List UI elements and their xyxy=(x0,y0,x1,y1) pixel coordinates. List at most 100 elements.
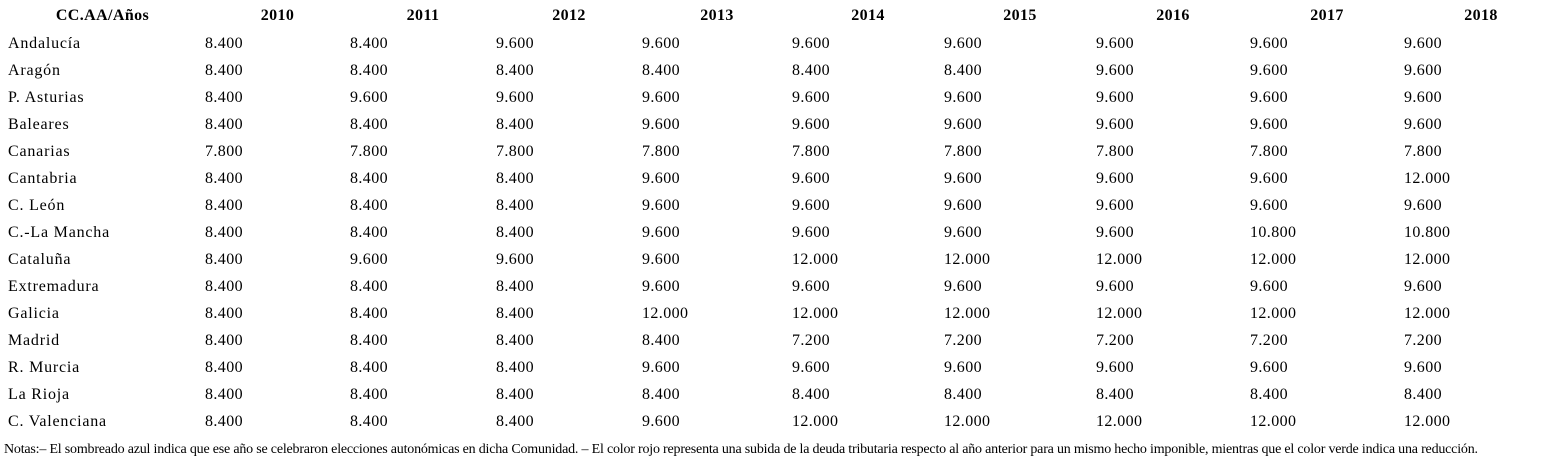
value-cell: 9.600 xyxy=(1096,358,1134,376)
column-header-year-2018: 2018 xyxy=(1464,7,1498,24)
value-cell: 8.400 xyxy=(205,34,243,52)
value-cell: 12.000 xyxy=(1404,304,1451,322)
value-cell: 7.200 xyxy=(944,331,982,349)
value-cell: 8.400 xyxy=(205,223,243,241)
value-cell: 8.400 xyxy=(205,115,243,133)
value-cell: 8.400 xyxy=(205,304,243,322)
column-header-year-2013: 2013 xyxy=(700,7,734,24)
value-cell: 9.600 xyxy=(792,277,830,295)
row-label: C.-La Mancha xyxy=(8,223,111,241)
value-cell: 9.600 xyxy=(642,358,680,376)
header-row: CC.AA/Años 2010 2011 2012 2013 2014 2015 2016 20… xyxy=(0,2,1558,30)
value-cell: 12.000 xyxy=(1404,250,1451,268)
value-cell: 8.400 xyxy=(205,358,243,376)
row-label: Cataluña xyxy=(8,250,72,268)
value-cell: 8.400 xyxy=(205,412,243,430)
value-cell: 8.400 xyxy=(496,196,534,214)
value-cell: 8.400 xyxy=(205,277,243,295)
value-cell: 9.600 xyxy=(1404,34,1442,52)
table-row: C. Valenciana 8.400 8.400 8.400 9.600 12.000 1… xyxy=(0,408,1558,435)
value-cell: 9.600 xyxy=(642,412,680,430)
value-cell: 12.000 xyxy=(944,304,991,322)
table-row: Andalucía 8.400 8.400 9.600 9.600 9.600 9.600 9… xyxy=(0,30,1558,57)
value-cell: 8.400 xyxy=(642,385,680,403)
value-cell: 9.600 xyxy=(792,223,830,241)
value-cell: 9.600 xyxy=(944,88,982,106)
value-cell: 8.400 xyxy=(642,61,680,79)
value-cell: 10.800 xyxy=(1404,223,1451,241)
table-row: C.-La Mancha 8.400 8.400 8.400 9.600 9.600 9.6… xyxy=(0,219,1558,246)
value-cell: 9.600 xyxy=(792,196,830,214)
value-cell: 8.400 xyxy=(792,61,830,79)
value-cell: 12.000 xyxy=(1404,412,1451,430)
value-cell: 8.400 xyxy=(205,196,243,214)
value-cell: 9.600 xyxy=(642,250,680,268)
row-label: La Rioja xyxy=(8,385,70,403)
value-cell: 12.000 xyxy=(792,250,839,268)
value-cell: 12.000 xyxy=(1096,304,1143,322)
table-row: Baleares 8.400 8.400 8.400 9.600 9.600 9.600 9.… xyxy=(0,111,1558,138)
value-cell: 8.400 xyxy=(350,115,388,133)
row-label: Cantabria xyxy=(8,169,78,187)
value-cell: 9.600 xyxy=(1096,115,1134,133)
value-cell: 9.600 xyxy=(1096,169,1134,187)
value-cell: 9.600 xyxy=(1250,196,1288,214)
value-cell: 8.400 xyxy=(205,385,243,403)
value-cell: 9.600 xyxy=(642,88,680,106)
value-cell: 7.800 xyxy=(1250,142,1288,160)
value-cell: 12.000 xyxy=(1250,412,1297,430)
column-header-year-2014: 2014 xyxy=(851,7,885,24)
value-cell: 9.600 xyxy=(1404,61,1442,79)
value-cell: 8.400 xyxy=(496,277,534,295)
value-cell: 9.600 xyxy=(642,34,680,52)
table-row: Extremadura 8.400 8.400 8.400 9.600 9.600 9.60… xyxy=(0,273,1558,300)
value-cell: 9.600 xyxy=(1250,277,1288,295)
value-cell: 9.600 xyxy=(496,88,534,106)
row-label: Canarias xyxy=(8,142,71,160)
value-cell: 9.600 xyxy=(1250,115,1288,133)
value-cell: 12.000 xyxy=(1250,250,1297,268)
value-cell: 9.600 xyxy=(1250,358,1288,376)
table-row: P. Asturias 8.400 9.600 9.600 9.600 9.600 9.60… xyxy=(0,84,1558,111)
row-label: P. Asturias xyxy=(8,88,85,106)
table-row: La Rioja 8.400 8.400 8.400 8.400 8.400 8.400 8.… xyxy=(0,381,1558,408)
value-cell: 8.400 xyxy=(944,61,982,79)
row-label: Andalucía xyxy=(8,34,81,52)
value-cell: 9.600 xyxy=(1404,196,1442,214)
value-cell: 8.400 xyxy=(1096,385,1134,403)
value-cell: 9.600 xyxy=(1096,223,1134,241)
value-cell: 9.600 xyxy=(1250,88,1288,106)
row-label: Extremadura xyxy=(8,277,100,295)
value-cell: 9.600 xyxy=(1404,88,1442,106)
value-cell: 8.400 xyxy=(496,385,534,403)
value-cell: 9.600 xyxy=(944,34,982,52)
value-cell: 7.800 xyxy=(205,142,243,160)
value-cell: 8.400 xyxy=(350,34,388,52)
value-cell: 8.400 xyxy=(350,196,388,214)
column-header-year-2016: 2016 xyxy=(1156,7,1190,24)
column-header-year-2012: 2012 xyxy=(552,7,586,24)
value-cell: 7.200 xyxy=(1404,331,1442,349)
value-cell: 9.600 xyxy=(1096,34,1134,52)
value-cell: 12.000 xyxy=(944,250,991,268)
value-cell: 9.600 xyxy=(944,169,982,187)
value-cell: 8.400 xyxy=(205,250,243,268)
value-cell: 9.600 xyxy=(1404,358,1442,376)
value-cell: 7.200 xyxy=(1096,331,1134,349)
value-cell: 9.600 xyxy=(496,34,534,52)
value-cell: 9.600 xyxy=(944,358,982,376)
row-label: R. Murcia xyxy=(8,358,81,376)
value-cell: 8.400 xyxy=(496,358,534,376)
table-row: Cantabria 8.400 8.400 8.400 9.600 9.600 9.600 9… xyxy=(0,165,1558,192)
value-cell: 12.000 xyxy=(792,304,839,322)
value-cell: 8.400 xyxy=(496,304,534,322)
table-row: C. León 8.400 8.400 8.400 9.600 9.600 9.600 9.6… xyxy=(0,192,1558,219)
value-cell: 9.600 xyxy=(350,250,388,268)
value-cell: 8.400 xyxy=(350,61,388,79)
value-cell: 9.600 xyxy=(792,169,830,187)
value-cell: 9.600 xyxy=(792,34,830,52)
column-header-year-2015: 2015 xyxy=(1003,7,1037,24)
value-cell: 9.600 xyxy=(1096,196,1134,214)
value-cell: 9.600 xyxy=(944,196,982,214)
row-label: Aragón xyxy=(8,61,61,79)
